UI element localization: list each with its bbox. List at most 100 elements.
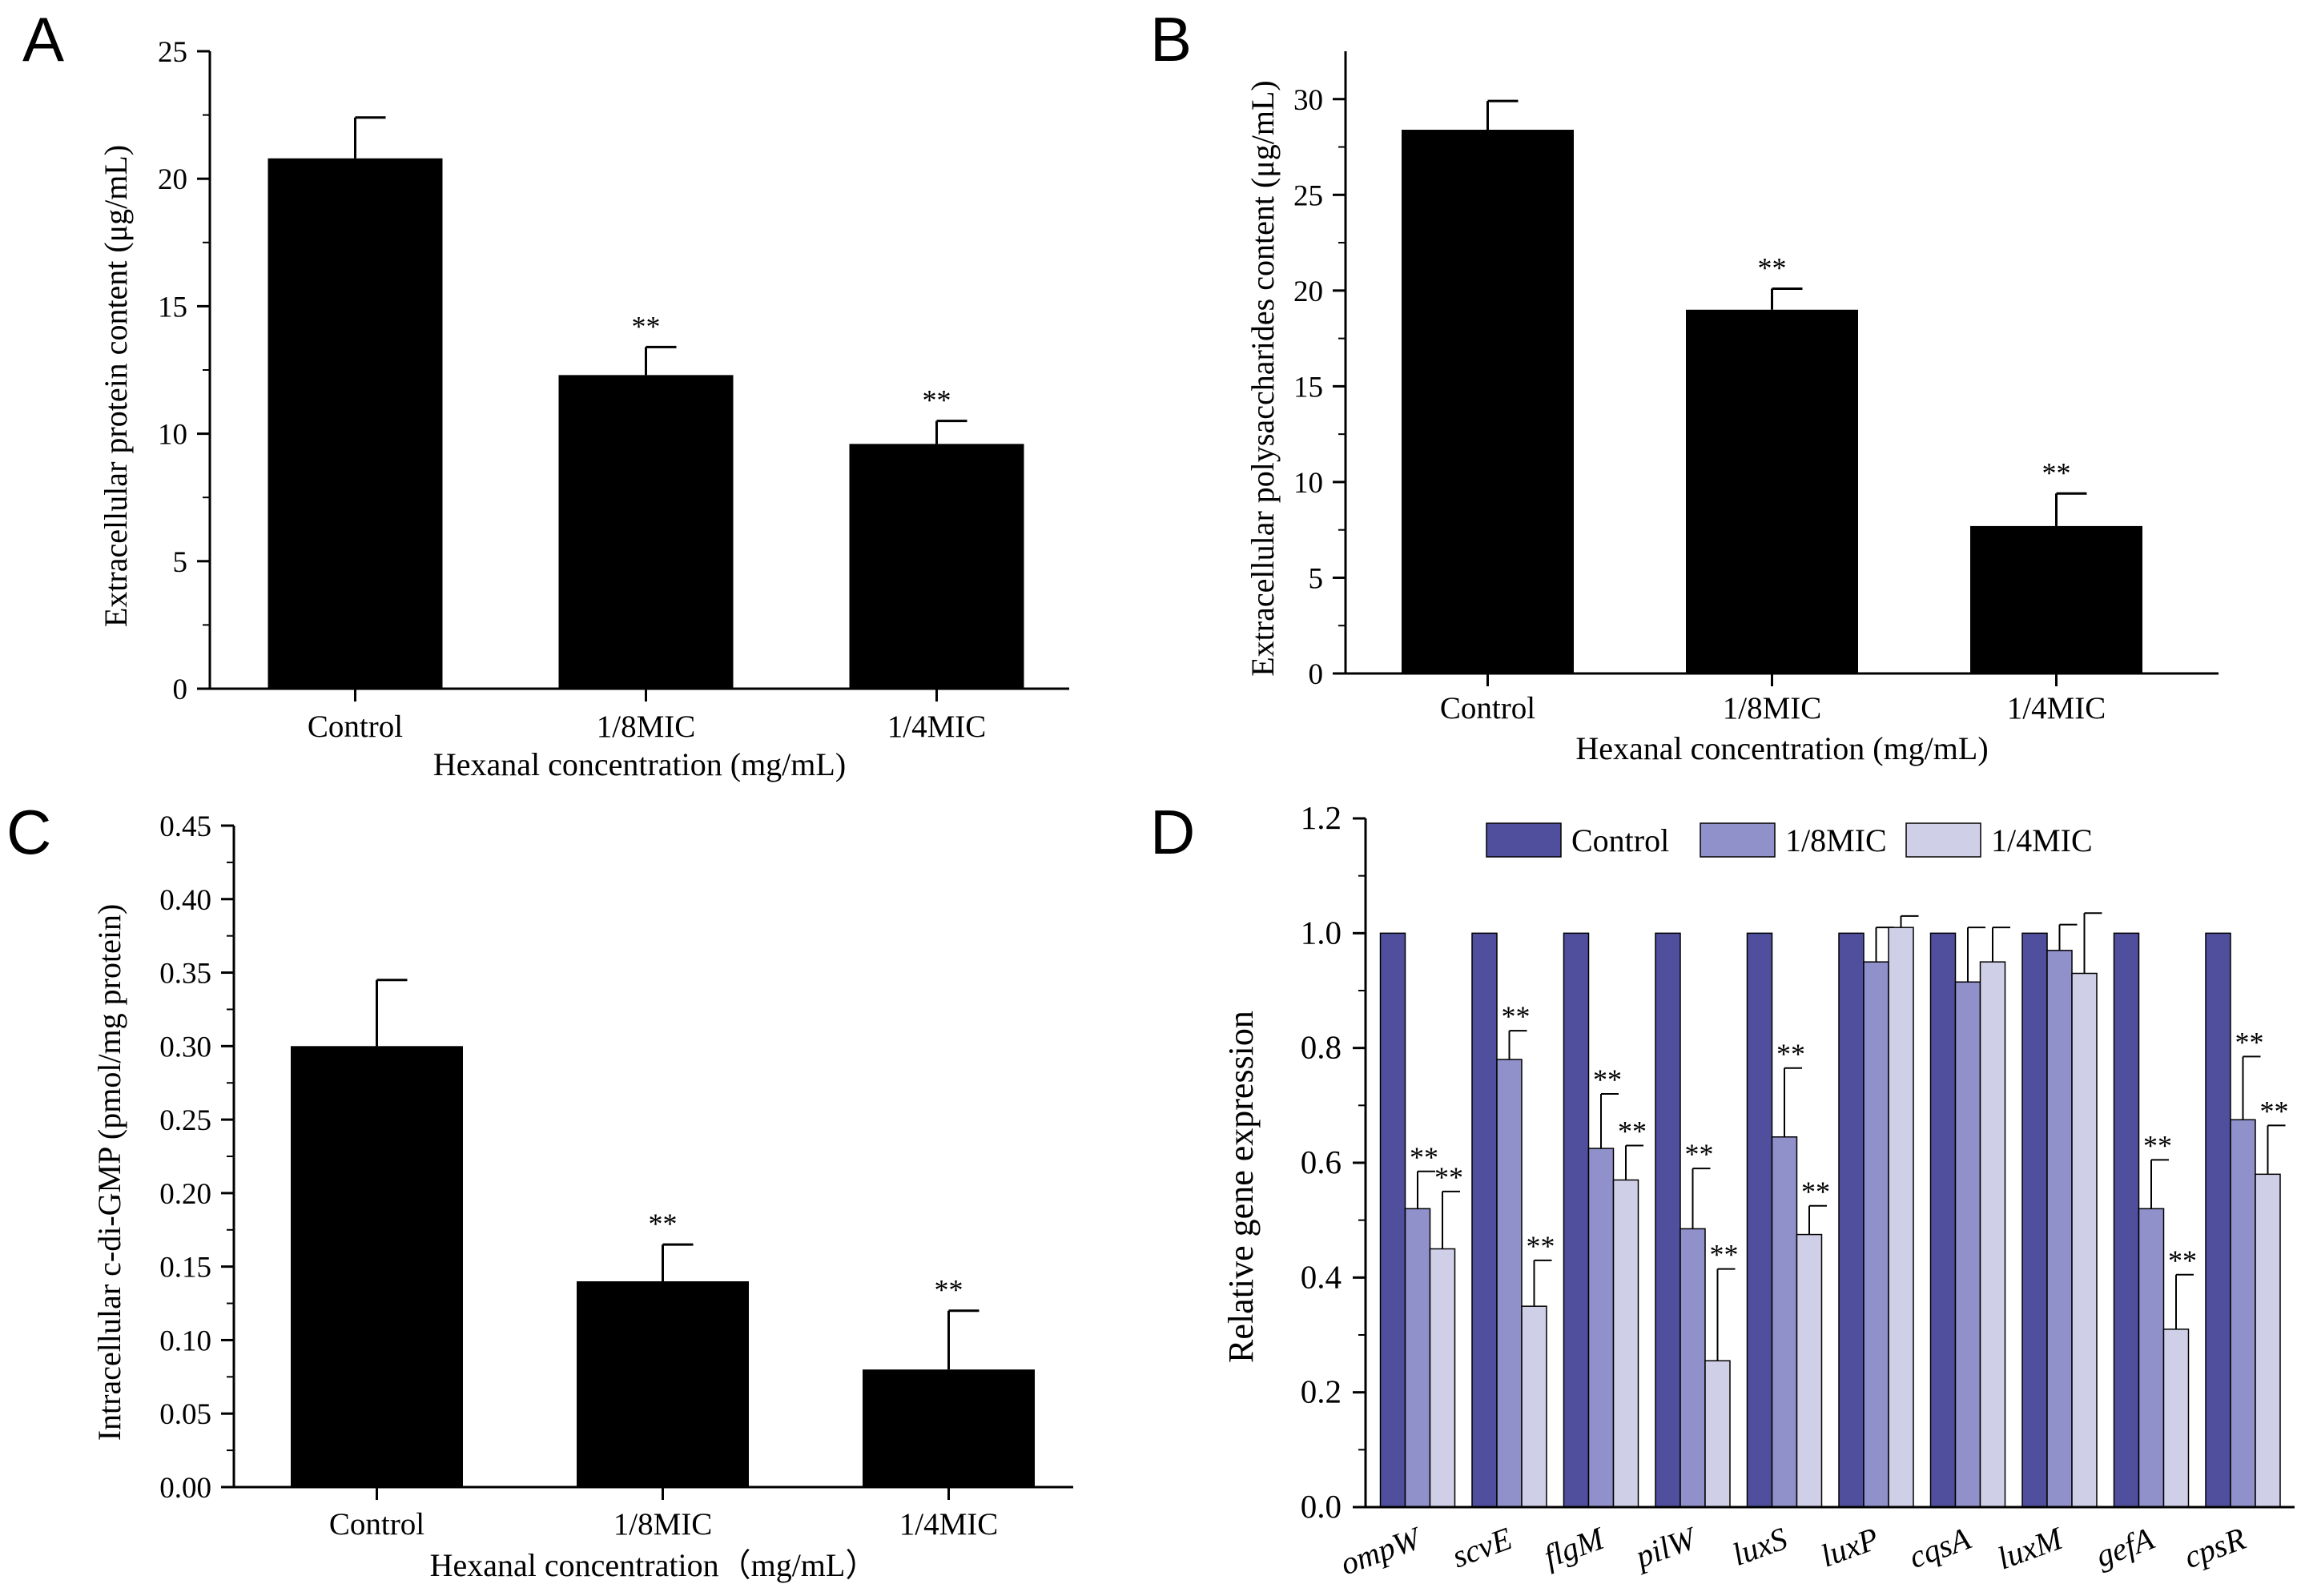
panel-d-significance-gefA-1: **: [2143, 1129, 2172, 1161]
panel-d-bar-scvE-2: [1521, 1305, 1547, 1508]
panel-d-letter: D: [1150, 797, 1195, 867]
panel-c-category-label-1: 1/8MIC: [613, 1507, 713, 1542]
panel-d-significance-flgM-2: **: [1618, 1116, 1647, 1148]
panel-d-ytick-label-4: 0.8: [1301, 1029, 1342, 1066]
panel-a-category-label-0: Control: [308, 710, 403, 744]
panel-c-ytick-label-9: 0.45: [159, 810, 211, 843]
panel-d-bar-cpsR-0: [2205, 932, 2231, 1508]
panel-d-bar-pilW-0: [1655, 932, 1681, 1508]
panel-b-bar-1: [1686, 309, 1858, 673]
panel-d-bar-luxS-2: [1796, 1233, 1823, 1508]
panel-d-bar-scvE-1: [1496, 1059, 1523, 1508]
panel-d-bar-luxM-1: [2046, 950, 2073, 1508]
panel-b-x-axis-title: Hexanal concentration (mg/mL): [1575, 730, 1988, 766]
panel-d-bar-gefA-1: [2138, 1208, 2165, 1508]
panel-c-letter: C: [6, 797, 51, 867]
panel-c-bar-0: [291, 1046, 463, 1487]
panel-c-bar-2: [863, 1369, 1035, 1487]
panel-c-ytick-label-4: 0.20: [159, 1178, 211, 1211]
panel-d-ytick-label-2: 0.4: [1301, 1258, 1342, 1295]
panel-a-ytick-label-5: 25: [158, 36, 187, 69]
panel-b-y-axis-title: Extracellular polysaccharides content (μ…: [1245, 80, 1281, 676]
panel-c-ytick-label-8: 0.40: [159, 884, 211, 917]
panel-d-bar-luxM-0: [2021, 932, 2048, 1508]
panel-d-legend-label-1: 1/8MIC: [1785, 822, 1887, 858]
panel-d-chart: D ****ompW****scvE****flgM****pilW****lu…: [1150, 797, 2295, 1582]
panel-a-bar-0: [268, 158, 443, 689]
panel-b-ytick-label-0: 0: [1309, 658, 1324, 691]
panel-d-legend-swatch-0: [1486, 822, 1562, 858]
panel-d-significance-scvE-2: **: [1527, 1230, 1555, 1262]
panel-c-bar-1: [577, 1281, 749, 1487]
panel-d-bar-luxS-0: [1746, 932, 1773, 1508]
panel-c-category-label-0: Control: [329, 1507, 424, 1542]
panel-c-significance-2: **: [935, 1274, 963, 1306]
panel-c-x-axis-title: Hexanal concentration（mg/mL）: [430, 1547, 878, 1583]
panel-d-significance-ompW-1: **: [1410, 1141, 1438, 1173]
panel-a-bar-1: [558, 375, 734, 689]
panel-b-ytick-label-6: 30: [1293, 84, 1323, 117]
panel-d-bar-flgM-0: [1563, 932, 1590, 1508]
panel-d-y-axis-title: Relative gene expression: [1221, 1011, 1261, 1363]
panel-d-significance-scvE-1: **: [1502, 1000, 1531, 1032]
panel-b-letter: B: [1150, 4, 1192, 74]
panel-d-significance-flgM-1: **: [1593, 1063, 1622, 1095]
panel-a-x-axis-title: Hexanal concentration (mg/mL): [433, 746, 846, 782]
panel-d-ytick-label-3: 0.6: [1301, 1144, 1342, 1180]
panel-c-significance-1: **: [649, 1208, 678, 1240]
panel-d-bar-luxP-0: [1838, 932, 1865, 1508]
panel-d-bar-ompW-1: [1404, 1208, 1431, 1508]
panel-d-bar-cpsR-2: [2255, 1173, 2281, 1508]
panel-d-bar-luxP-2: [1888, 927, 1914, 1508]
panel-d-significance-luxS-2: **: [1801, 1176, 1830, 1208]
panel-c-ytick-label-7: 0.35: [159, 958, 211, 991]
panel-d-significance-cpsR-1: **: [2235, 1026, 2264, 1058]
panel-b-bar-0: [1402, 130, 1574, 673]
panel-a-letter: A: [22, 4, 64, 74]
panel-d-bar-luxM-2: [2071, 972, 2098, 1508]
panel-b-ytick-label-1: 5: [1309, 562, 1324, 595]
panel-c-ytick-label-3: 0.15: [159, 1252, 211, 1284]
panel-a-bar-2: [849, 444, 1024, 689]
panel-c-ytick-label-2: 0.10: [159, 1325, 211, 1357]
panel-c-ytick-label-6: 0.30: [159, 1031, 211, 1063]
panel-c-ytick-label-0: 0.00: [159, 1472, 211, 1505]
panel-d-bar-ompW-2: [1429, 1248, 1456, 1508]
panel-a-y-axis-title: Extracellular protein content (μg/mL): [98, 145, 134, 627]
panel-d-bar-flgM-1: [1587, 1148, 1615, 1508]
panel-a-category-label-2: 1/4MIC: [887, 710, 987, 744]
panel-d-ytick-label-0: 0.0: [1301, 1488, 1342, 1525]
panel-d-ytick-label-1: 0.2: [1301, 1373, 1342, 1410]
panel-a-ytick-label-1: 5: [173, 546, 188, 579]
panel-b-ytick-label-4: 20: [1293, 275, 1323, 308]
panel-d-bar-ompW-0: [1379, 932, 1406, 1508]
panel-b-significance-1: **: [1758, 251, 1787, 283]
panel-d-legend-swatch-1: [1700, 822, 1776, 858]
panel-a-chart: A Control ** 1/8MIC ** 1/4MIC 0 5 10 15 20 25 Hexan…: [22, 4, 1069, 782]
panel-d-significance-cpsR-2: **: [2260, 1095, 2289, 1127]
panel-b-chart: B Control ** 1/8MIC ** 1/4MIC 0 5 10 15 20 25 30 Hex…: [1150, 4, 2219, 766]
panel-d-bar-pilW-1: [1679, 1228, 1706, 1508]
panel-a-ytick-label-2: 10: [158, 419, 187, 452]
panel-d-significance-pilW-1: **: [1685, 1138, 1714, 1170]
panel-a-significance-1: **: [632, 310, 661, 342]
panel-d-ytick-label-6: 1.2: [1301, 799, 1342, 836]
panel-b-ytick-label-3: 15: [1293, 371, 1323, 404]
panel-d-bar-gefA-0: [2113, 932, 2140, 1508]
panel-b-category-label-1: 1/8MIC: [1723, 691, 1822, 726]
panel-d-bar-pilW-2: [1704, 1360, 1731, 1508]
panel-d-bar-cpsR-1: [2230, 1119, 2256, 1508]
panel-d-legend-label-0: Control: [1571, 822, 1669, 858]
panel-c-category-label-2: 1/4MIC: [899, 1507, 999, 1542]
panel-b-category-label-0: Control: [1440, 691, 1535, 726]
panel-d-bar-cqsA-0: [1929, 932, 1957, 1508]
panel-c-ytick-label-1: 0.05: [159, 1398, 211, 1431]
panel-a-ytick-label-0: 0: [173, 673, 188, 706]
panel-b-ytick-label-2: 10: [1293, 467, 1323, 500]
panel-d-significance-gefA-2: **: [2168, 1244, 2197, 1276]
panel-d-legend-label-2: 1/4MIC: [1991, 822, 2093, 858]
panel-c-y-axis-title: Intracellular c-di-GMP (pmol/mg protein): [91, 904, 127, 1441]
panel-b-significance-2: **: [2042, 456, 2071, 488]
panel-d-bar-luxS-1: [1771, 1136, 1798, 1508]
